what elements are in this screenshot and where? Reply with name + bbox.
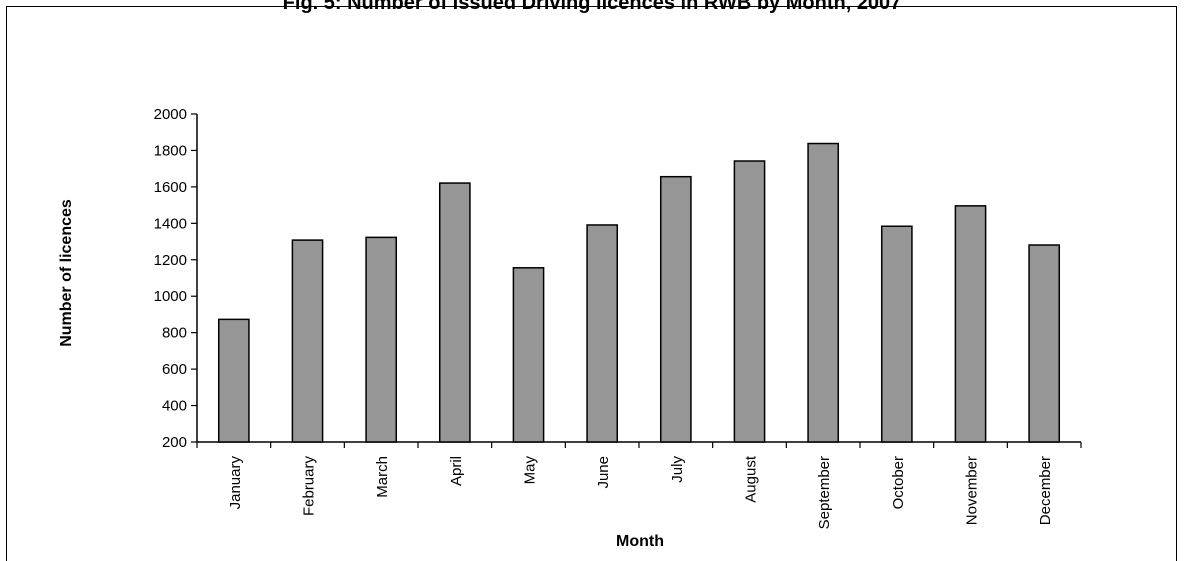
- x-tick-label: December: [1037, 456, 1054, 525]
- bar-december: [1028, 244, 1061, 443]
- y-axis: 200 400 600 800 1000 1200 1400 1600 1800 2000: [154, 106, 198, 451]
- bar-january: [217, 318, 250, 443]
- bar-november: [954, 205, 987, 443]
- x-tick-label: March: [374, 456, 391, 498]
- y-tick-label: 400: [162, 398, 187, 415]
- y-axis-title: Number of licences: [58, 199, 75, 347]
- x-tick-label: July: [669, 456, 686, 483]
- x-tick-label: January: [227, 456, 244, 510]
- bar-july: [659, 175, 692, 443]
- chart-frame: [6, 6, 1177, 561]
- y-tick-label: 200: [162, 434, 187, 451]
- bar-june: [586, 224, 619, 443]
- x-tick-label: June: [595, 456, 612, 489]
- bar-september: [807, 142, 840, 443]
- bar-october: [880, 225, 913, 443]
- x-tick-label: February: [301, 456, 318, 517]
- x-axis-title: Month: [616, 533, 664, 550]
- bar-april: [438, 182, 471, 443]
- y-tick-label: 1400: [154, 215, 187, 232]
- x-tick-label: November: [964, 456, 981, 525]
- y-tick-label: 1000: [154, 288, 187, 305]
- bar-august: [733, 160, 766, 443]
- bar-february: [291, 239, 324, 443]
- y-tick-label: 600: [162, 361, 187, 378]
- x-tick-label: April: [448, 456, 465, 486]
- y-tick-label: 2000: [154, 106, 187, 123]
- bar-may: [512, 267, 545, 443]
- x-tick-label: May: [522, 456, 539, 485]
- y-tick-label: 1200: [154, 252, 187, 269]
- bars: [217, 142, 1061, 443]
- y-tick-label: 1600: [154, 179, 187, 196]
- x-tick-label: September: [816, 456, 833, 529]
- y-tick-label: 1800: [154, 142, 187, 159]
- x-tick-label: October: [890, 456, 907, 509]
- chart-title: Fig. 5: Number of Issued Driving licence…: [282, 0, 902, 14]
- x-axis: January February March April May June July Augu…: [196, 441, 1082, 529]
- y-tick-label: 800: [162, 325, 187, 342]
- x-tick-label: August: [743, 455, 760, 503]
- bar-march: [365, 236, 398, 443]
